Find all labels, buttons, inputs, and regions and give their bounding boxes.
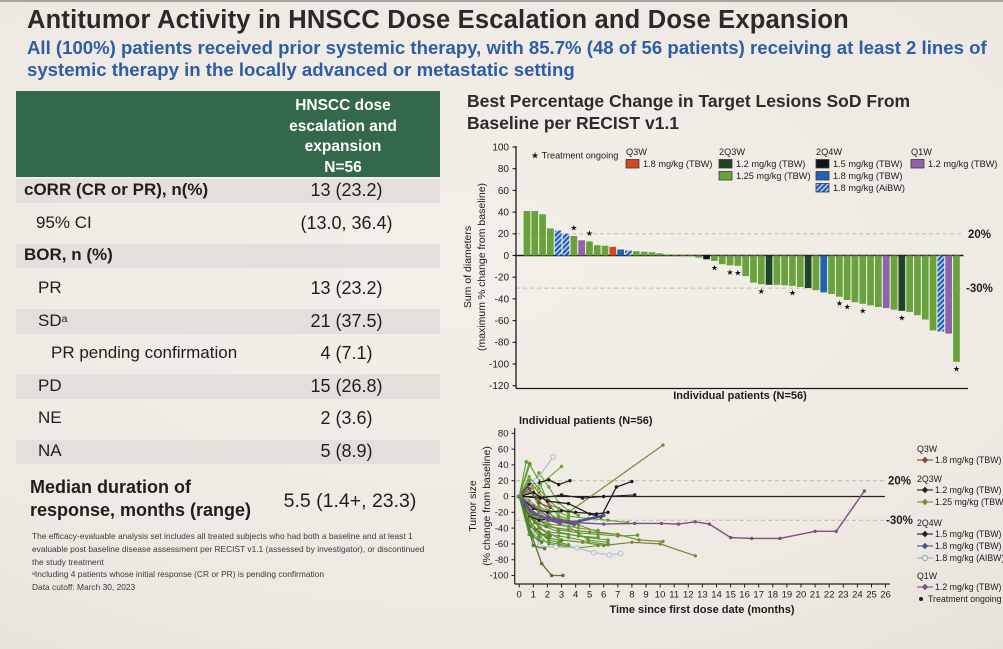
svg-text:17: 17 (753, 590, 764, 601)
svg-text:5: 5 (587, 590, 592, 601)
svg-text:★: ★ (898, 313, 905, 322)
svg-text:-20: -20 (495, 508, 509, 519)
svg-text:18: 18 (768, 590, 779, 601)
svg-text:3: 3 (559, 590, 564, 601)
svg-text:0: 0 (503, 492, 508, 503)
svg-text:Tumor size: Tumor size (467, 480, 479, 532)
svg-text:1.8 mg/kg (TBW): 1.8 mg/kg (TBW) (935, 541, 1002, 551)
svg-text:40: 40 (498, 460, 509, 471)
svg-text:2Q4W: 2Q4W (816, 147, 842, 157)
svg-text:12: 12 (683, 590, 694, 601)
svg-text:★: ★ (734, 268, 741, 277)
svg-text:1: 1 (531, 590, 536, 601)
svg-text:1.8 mg/kg (AIBW): 1.8 mg/kg (AIBW) (935, 553, 1003, 563)
svg-text:24: 24 (852, 590, 863, 601)
svg-text:0: 0 (503, 251, 509, 262)
svg-text:1.5 mg/kg (TBW): 1.5 mg/kg (TBW) (833, 159, 902, 169)
svg-text:1.5 mg/kg (TBW): 1.5 mg/kg (TBW) (935, 529, 1002, 539)
svg-text:-60: -60 (495, 539, 509, 550)
svg-text:9: 9 (643, 590, 648, 601)
svg-text:Treatment ongoing: Treatment ongoing (928, 594, 1002, 604)
svg-text:-80: -80 (495, 555, 509, 566)
svg-text:Sum of diameters: Sum of diameters (462, 226, 474, 308)
svg-text:1.8 mg/kg (AiBW): 1.8 mg/kg (AiBW) (833, 183, 905, 193)
svg-text:22: 22 (824, 590, 835, 601)
svg-text:0: 0 (517, 590, 522, 601)
svg-text:-20: -20 (495, 273, 510, 284)
svg-text:★: ★ (844, 303, 851, 312)
svg-text:25: 25 (866, 590, 877, 601)
svg-text:26: 26 (880, 590, 891, 601)
svg-text:6: 6 (601, 590, 606, 601)
svg-text:100: 100 (492, 142, 509, 153)
svg-text:-100: -100 (489, 571, 508, 582)
svg-text:10: 10 (655, 590, 666, 601)
svg-text:60: 60 (498, 186, 510, 197)
svg-text:Time since first dose date (mo: Time since first dose date (months) (609, 604, 794, 616)
svg-text:20: 20 (796, 590, 807, 601)
svg-text:★: ★ (789, 288, 796, 297)
svg-text:-60: -60 (495, 316, 510, 327)
svg-text:1.2 mg/kg (TBW): 1.2 mg/kg (TBW) (736, 159, 805, 169)
svg-text:★: ★ (953, 364, 960, 373)
svg-text:-120: -120 (489, 381, 509, 392)
svg-text:19: 19 (782, 590, 793, 601)
svg-text:★ Treatment ongoing: ★ Treatment ongoing (531, 151, 618, 161)
svg-text:2Q3W: 2Q3W (719, 147, 745, 157)
svg-text:20: 20 (498, 229, 510, 240)
svg-text:(% change from baseline): (% change from baseline) (481, 446, 493, 566)
svg-text:-30%: -30% (966, 283, 993, 295)
svg-text:2Q3W: 2Q3W (917, 474, 943, 484)
svg-text:1.8 mg/kg (TBW): 1.8 mg/kg (TBW) (643, 159, 712, 169)
svg-text:★: ★ (836, 299, 843, 308)
svg-text:16: 16 (739, 590, 750, 601)
svg-text:13: 13 (697, 590, 708, 601)
svg-text:4: 4 (573, 590, 578, 601)
svg-text:-30%: -30% (886, 515, 913, 527)
svg-text:-100: -100 (489, 359, 509, 370)
svg-text:20%: 20% (968, 229, 991, 241)
svg-text:1.8 mg/kg (TBW): 1.8 mg/kg (TBW) (935, 455, 1002, 465)
svg-text:★: ★ (726, 268, 733, 277)
svg-text:20: 20 (498, 476, 509, 487)
svg-text:1.2 mg/kg (TBW): 1.2 mg/kg (TBW) (935, 582, 1002, 592)
svg-text:★: ★ (711, 263, 718, 272)
svg-text:23: 23 (838, 590, 849, 601)
svg-text:Individual patients (N=56): Individual patients (N=56) (673, 390, 807, 402)
svg-text:14: 14 (711, 590, 722, 601)
svg-text:2Q4W: 2Q4W (917, 518, 943, 528)
svg-text:80: 80 (498, 429, 509, 440)
svg-text:1.2 mg/kg (TBW): 1.2 mg/kg (TBW) (935, 485, 1002, 495)
svg-text:60: 60 (498, 444, 509, 455)
svg-text:40: 40 (498, 208, 510, 219)
svg-text:★: ★ (570, 224, 577, 233)
svg-text:15: 15 (725, 590, 736, 601)
svg-text:-40: -40 (495, 294, 510, 305)
svg-text:Individual patients (N=56): Individual patients (N=56) (519, 415, 653, 427)
svg-text:★: ★ (859, 306, 866, 315)
svg-text:1.2 mg/kg (TBW): 1.2 mg/kg (TBW) (928, 159, 997, 169)
svg-text:21: 21 (810, 590, 821, 601)
svg-text:2: 2 (545, 590, 550, 601)
svg-text:-40: -40 (495, 523, 509, 534)
svg-text:★: ★ (586, 229, 593, 238)
svg-text:1.25 mg/kg (TBW): 1.25 mg/kg (TBW) (736, 171, 811, 181)
svg-text:7: 7 (615, 590, 620, 601)
svg-text:11: 11 (669, 590, 679, 601)
svg-text:8: 8 (629, 590, 634, 601)
svg-text:Q3W: Q3W (626, 147, 647, 157)
svg-text:★: ★ (758, 287, 765, 296)
svg-text:-80: -80 (495, 338, 510, 349)
svg-text:Q1W: Q1W (911, 147, 932, 157)
svg-text:Q1W: Q1W (917, 571, 938, 581)
svg-text:Q3W: Q3W (917, 444, 938, 454)
svg-text:80: 80 (498, 164, 510, 175)
svg-text:(maximum % change from baselin: (maximum % change from baseline) (476, 183, 488, 351)
svg-text:1.8 mg/kg (TBW): 1.8 mg/kg (TBW) (833, 171, 902, 181)
svg-text:20%: 20% (888, 476, 911, 488)
svg-text:1.25 mg/kg (TBW): 1.25 mg/kg (TBW) (935, 497, 1003, 507)
